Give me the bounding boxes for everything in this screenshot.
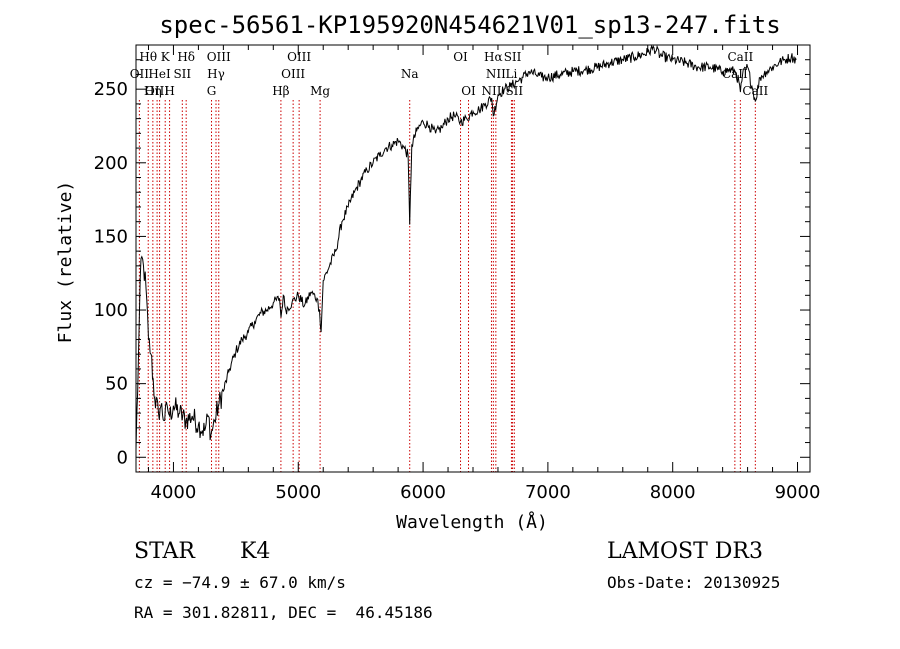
x-tick-label: 4000: [151, 482, 197, 503]
line-label: OIII: [145, 84, 169, 98]
line-label: CaII: [742, 84, 768, 98]
line-label: OI: [461, 84, 476, 98]
y-tick-label: 250: [94, 79, 128, 100]
x-tick-label: 9000: [775, 482, 821, 503]
line-label: SII: [504, 50, 522, 64]
line-label: G: [207, 84, 217, 98]
line-label: OIII: [287, 50, 311, 64]
line-label: SII: [173, 67, 191, 81]
survey-name: LAMOST DR3: [607, 539, 763, 564]
line-label: OIII: [207, 50, 231, 64]
line-label: SII: [505, 84, 523, 98]
line-label: NII: [486, 67, 506, 81]
y-tick-label: 150: [94, 226, 128, 247]
line-label: HeI: [148, 67, 171, 81]
line-label: OIII: [281, 67, 305, 81]
plot-frame: [135, 44, 811, 473]
object-subclass: K4: [240, 539, 271, 564]
x-tick-label: 6000: [400, 482, 446, 503]
line-label: NII: [481, 84, 501, 98]
line-label: H: [164, 84, 174, 98]
x-tick-label: 8000: [650, 482, 696, 503]
x-tick-label: 5000: [275, 482, 321, 503]
line-label: CaII: [727, 50, 753, 64]
line-label: Hα: [484, 50, 503, 64]
line-label: Hθ: [139, 50, 157, 64]
line-label: Hδ: [177, 50, 195, 64]
spectrum-series-layer: [135, 44, 797, 450]
y-tick-label: 50: [105, 374, 128, 395]
observation-date: Obs-Date: 20130925: [607, 573, 781, 592]
line-label: Li: [506, 67, 518, 81]
spectrum-line: [135, 44, 797, 450]
x-tick-label: 7000: [525, 482, 571, 503]
sky-coordinates: RA = 301.82811, DEC = 46.45186: [134, 603, 433, 622]
axis-ticks-layer: 4000 5000 6000 7000 8000 9000 0 50 100 150 200 250: [94, 45, 821, 503]
line-label: Hγ: [207, 67, 225, 81]
line-label: Mg: [310, 84, 330, 98]
y-axis-label: Flux (relative): [55, 181, 76, 344]
line-label: Hη: [144, 84, 162, 98]
object-class: STAR: [134, 539, 195, 564]
line-label: Hβ: [272, 84, 289, 98]
chart-title: spec-56561-KP195920N454621V01_sp13-247.f…: [159, 11, 780, 39]
redshift-velocity: cz = −74.9 ± 67.0 km/s: [134, 573, 346, 592]
y-tick-label: 100: [94, 300, 128, 321]
y-tick-label: 0: [117, 447, 128, 468]
line-label: K: [161, 50, 171, 64]
line-label: Na: [401, 67, 419, 81]
y-tick-label: 200: [94, 153, 128, 174]
line-label: OI: [453, 50, 468, 64]
x-axis-label: Wavelength (Å): [396, 511, 548, 533]
